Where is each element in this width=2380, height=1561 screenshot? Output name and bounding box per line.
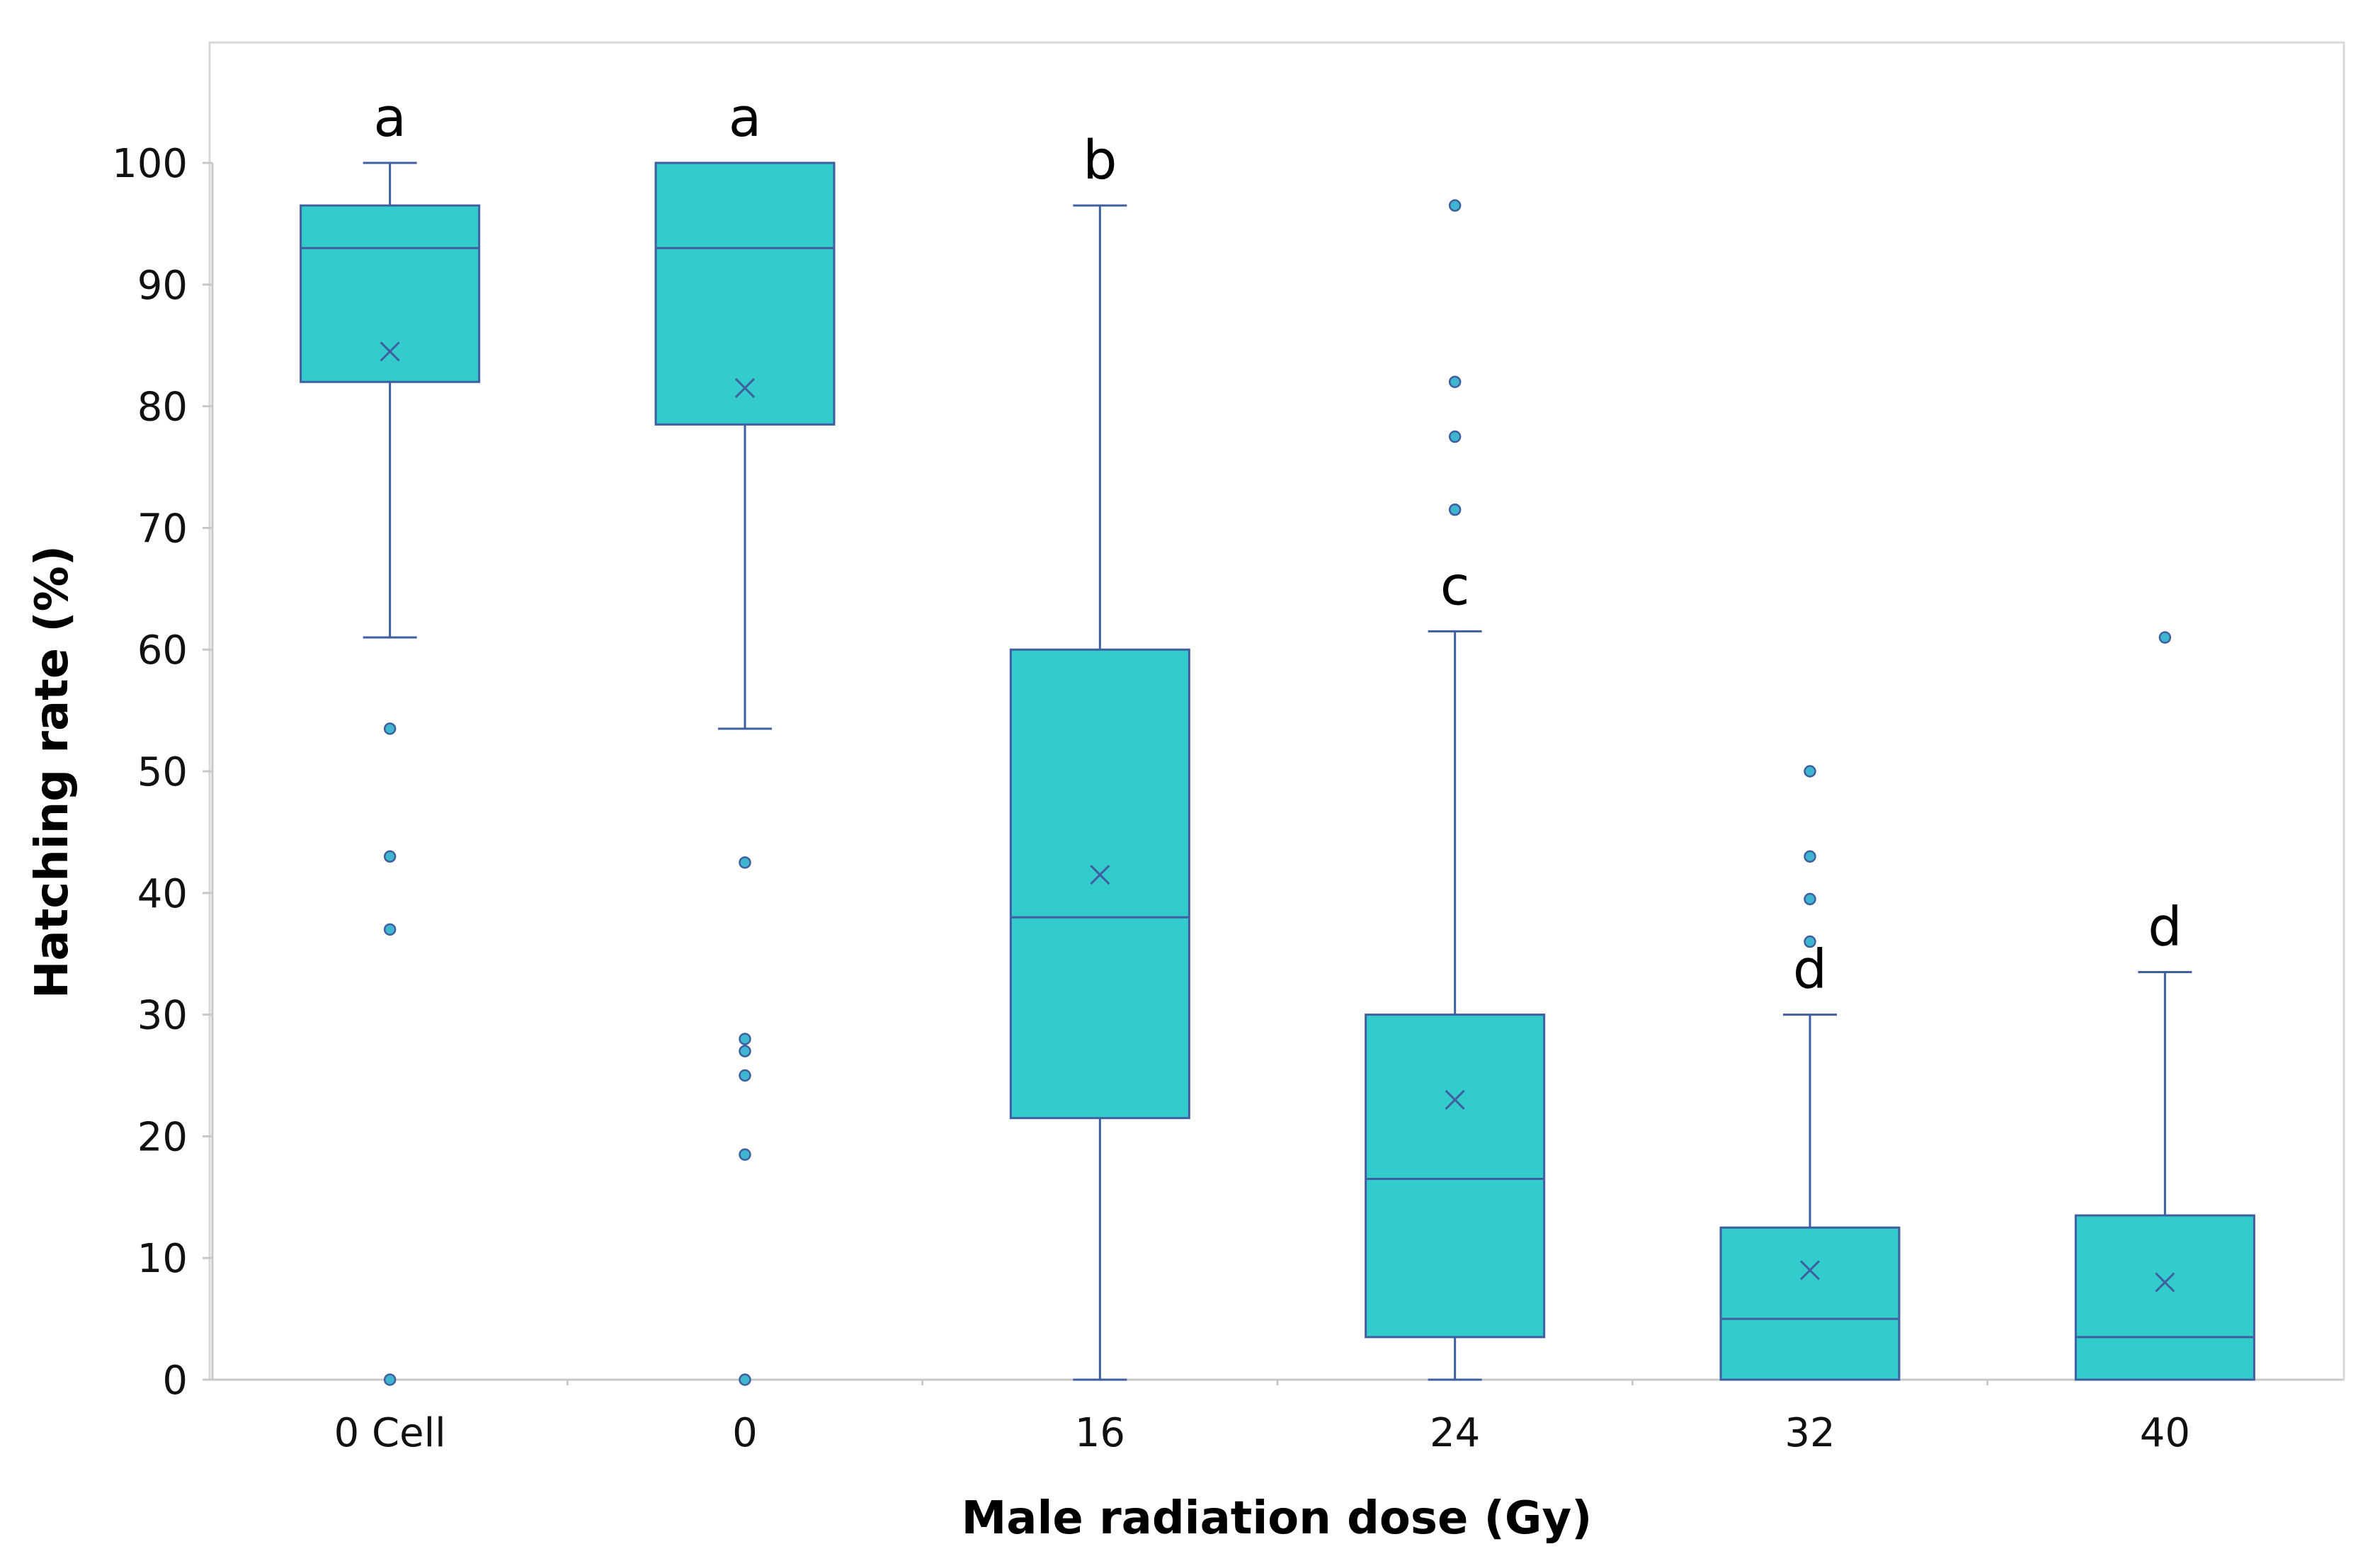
- box-1-iqr-box: [300, 204, 481, 383]
- box-3-x-tick-label: 16: [1075, 1410, 1125, 1456]
- box-2-group: a0: [654, 86, 836, 1456]
- box-5-group: d 32: [1719, 765, 1901, 1456]
- y-tick-label-70: 70: [137, 506, 188, 552]
- box-5-significance-letter: d: [1793, 938, 1827, 1001]
- box-3-iqr-box: [1009, 648, 1190, 1120]
- box-5-outlier-4: [1804, 935, 1816, 948]
- box-1-outlier-2: [383, 850, 397, 863]
- box-5-outlier-3: [1804, 892, 1816, 906]
- box-2-outlier-3: [739, 1045, 751, 1057]
- box-2-iqr-box: [654, 161, 836, 426]
- box-4-outlier-4: [1448, 503, 1462, 516]
- box-1-significance-letter: a: [373, 86, 406, 149]
- box-6-outlier-1: [2158, 631, 2172, 644]
- box-1-x-tick-label: 0 Cell: [334, 1410, 446, 1456]
- box-1-outlier-1: [383, 722, 397, 735]
- axes: 0 10 20 30 40 50 60 70 80 90 100: [112, 141, 2342, 1404]
- box-4-x-tick-label: 24: [1430, 1410, 1480, 1456]
- box-5-mean-marker: [1799, 1260, 1821, 1281]
- y-tick-label-30: 30: [137, 993, 188, 1039]
- box-4-outlier-2: [1448, 375, 1462, 388]
- box-2-outlier-4: [739, 1069, 751, 1082]
- plot-frame: [208, 41, 2345, 1381]
- box-6-group: d 40: [2074, 631, 2255, 1456]
- y-tick-label-90: 90: [137, 263, 188, 309]
- box-1-outlier-3: [383, 923, 397, 936]
- y-tick-label-80: 80: [137, 385, 188, 431]
- box-2-significance-letter: a: [729, 86, 762, 149]
- box-4-group: c 24: [1365, 199, 1546, 1456]
- box-6-x-tick-label: 40: [2140, 1410, 2190, 1456]
- box-5-outlier-2: [1804, 850, 1816, 863]
- box-3-significance-letter: b: [1083, 128, 1117, 191]
- box-5-outlier-1: [1804, 765, 1816, 778]
- box-6-iqr-box: [2074, 1214, 2255, 1381]
- box-2-x-tick-label: 0: [732, 1410, 758, 1456]
- y-tick-label-0: 0: [162, 1358, 188, 1404]
- box-5-x-tick-label: 32: [1784, 1410, 1835, 1456]
- box-1-group: a 0 Cell: [300, 86, 481, 1456]
- box-1-mean-marker: [380, 341, 400, 362]
- y-tick-label-50: 50: [137, 749, 188, 795]
- box-6-significance-letter: d: [2148, 895, 2182, 958]
- box-1-outlier-4: [383, 1373, 397, 1386]
- box-2-mean-marker: [734, 378, 756, 398]
- box-2-outlier-6: [739, 1373, 751, 1386]
- y-tick-label-60: 60: [137, 628, 188, 674]
- box-4-significance-letter: c: [1440, 554, 1470, 617]
- box-2-outlier-2: [739, 1033, 751, 1045]
- box-4-outlier-1: [1448, 199, 1462, 212]
- box-3-group: b 16: [1009, 128, 1190, 1456]
- box-5-iqr-box: [1719, 1226, 1901, 1381]
- y-tick-label-40: 40: [137, 871, 188, 917]
- x-axis-title: Male radiation dose (Gy): [962, 1492, 1593, 1545]
- box-4-mean-marker: [1445, 1089, 1465, 1110]
- y-axis-title: Hatching rate (%): [26, 545, 79, 999]
- box-4-outlier-3: [1448, 430, 1462, 443]
- box-4-iqr-box: [1365, 1014, 1546, 1339]
- y-tick-label-20: 20: [137, 1114, 188, 1160]
- box-3-mean-marker: [1090, 864, 1110, 885]
- y-tick-label-10: 10: [137, 1236, 188, 1282]
- box-6-mean-marker: [2155, 1272, 2175, 1293]
- box-2-outlier-5: [739, 1148, 751, 1161]
- box-2-outlier-1: [739, 856, 751, 869]
- y-tick-label-100: 100: [112, 141, 188, 187]
